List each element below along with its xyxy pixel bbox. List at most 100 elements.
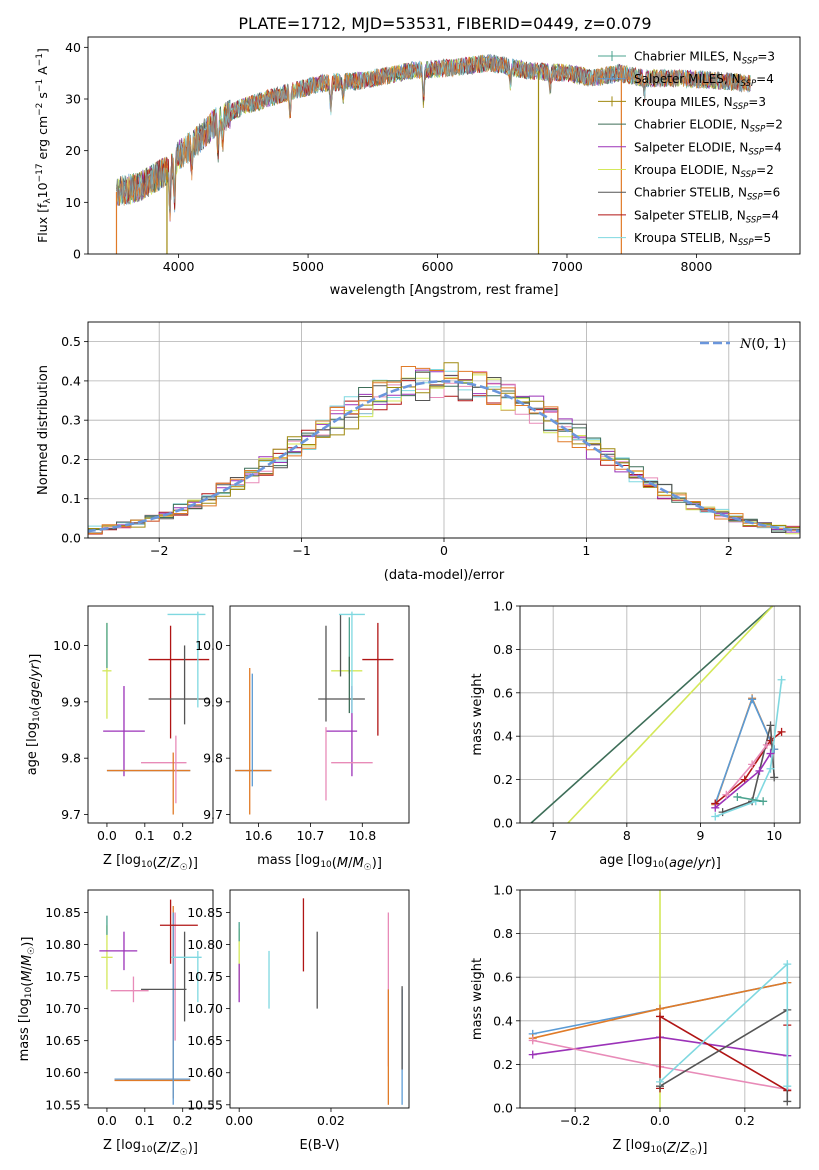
x-tick-label: 0.2: [173, 828, 193, 843]
legend-label: Chabrier MILES, NSSP=3: [634, 50, 775, 67]
y-tick-label: 0.4: [493, 1013, 513, 1028]
y-tick-label: 0.6: [493, 970, 513, 985]
y-tick-label: 9.9: [203, 694, 223, 709]
y-tick-label: 9.8: [203, 751, 223, 766]
ebv_mass-xlabel: E(B-V): [299, 1138, 339, 1153]
weight-series: [567, 606, 774, 823]
x-tick-label: 1: [582, 543, 590, 558]
y-tick-label: 10.80: [187, 937, 223, 952]
ebv_mass-axes: 0.00 0.02 10.55 10.60 10.65 10.70 10.75 10.80 10…: [187, 905, 345, 1128]
legend-label: Salpeter MILES, NSSP=4: [634, 72, 774, 89]
legend-label: Kroupa ELODIE, NSSP=2: [634, 163, 774, 180]
x-tick-label: 9: [697, 828, 705, 843]
figure-title: PLATE=1712, MJD=53531, FIBERID=0449, z=0…: [238, 14, 651, 33]
x-tick-label: 4000: [163, 259, 195, 274]
z_age-ylabel: age [log10(age/yr)]: [25, 654, 43, 776]
weight-marker: [711, 812, 720, 821]
z_mass-axes: 0.0 0.1 0.2 10.55 10.60 10.65 10.70 10.75 10.80 1…: [45, 905, 192, 1128]
y-tick-label: 10.65: [187, 1033, 223, 1048]
x-tick-label: 0.1: [135, 1113, 155, 1128]
ebv_mass-errorbars: [238, 898, 403, 1105]
weight-marker: [770, 773, 779, 782]
residuals-ylabel: Normed distribution: [36, 365, 51, 495]
y-tick-label: 0.8: [493, 642, 513, 657]
x-tick-label: 0.1: [135, 828, 155, 843]
spectrum-legend: Chabrier MILES, NSSP=3 Salpeter MILES, NS…: [598, 50, 783, 248]
y-tick-label: 0.2: [61, 452, 81, 467]
y-tick-label: 0: [73, 247, 81, 262]
x-tick-label: 0.2: [735, 1113, 755, 1128]
z_age-errorbars: [102, 611, 210, 815]
spectrum-series: [116, 56, 751, 210]
weight-series: [714, 695, 775, 805]
legend-label: Salpeter STELIB, NSSP=4: [634, 208, 779, 225]
weight-marker: [711, 803, 720, 812]
ebv_mass-frame: [229, 889, 410, 1109]
weight-series: [715, 679, 783, 818]
legend-label: Chabrier ELODIE, NSSP=2: [634, 118, 783, 135]
x-tick-label: 0: [440, 543, 448, 558]
weight-marker: [656, 1012, 664, 1021]
legend-label: Kroupa MILES, NSSP=3: [634, 95, 766, 112]
weight-marker: [777, 675, 786, 684]
y-tick-label: 10.70: [45, 1001, 81, 1016]
weight-series: [737, 796, 764, 803]
y-tick-label: 1.0: [493, 599, 513, 614]
age_weight-axes: 7 8 9 10 0.0 0.2 0.4 0.6 0.8 1.0: [493, 599, 800, 843]
y-tick-label: 0.4: [493, 729, 513, 744]
weight-series: [714, 697, 775, 804]
y-tick-label: 0.6: [493, 685, 513, 700]
z_age-axes: 0.0 0.1 0.2 9.7 9.8 9.9 10.0: [53, 638, 192, 843]
y-tick-label: 30: [65, 92, 81, 107]
y-tick-label: 0.0: [61, 531, 81, 546]
mass_age-xlabel: mass [log10(M/M☉)]: [257, 853, 382, 873]
y-tick-label: 10.0: [195, 638, 223, 653]
weight-marker: [777, 727, 786, 736]
weight-marker: [656, 1004, 664, 1013]
y-tick-label: 10.60: [187, 1065, 223, 1080]
z_weight-axes: −0.2 0.0 0.2 0.0 0.2 0.4 0.6 0.8 1.0: [493, 883, 800, 1128]
x-tick-label: 0.00: [225, 1113, 253, 1128]
y-tick-label: 0.0: [493, 816, 513, 831]
y-tick-label: 10.75: [45, 969, 81, 984]
y-tick-label: 0.5: [61, 334, 81, 349]
weight-marker: [766, 764, 775, 773]
legend-label: Chabrier STELIB, NSSP=6: [634, 186, 780, 203]
y-tick-label: 0.8: [493, 926, 513, 941]
age_weight-ylabel: mass weight: [470, 673, 485, 755]
age_weight-lines: [530, 606, 786, 823]
x-tick-label: −0.2: [560, 1113, 590, 1128]
y-tick-label: 9.7: [203, 807, 223, 822]
legend-label: Kroupa STELIB, NSSP=5: [634, 231, 771, 248]
z_weight-frame: [519, 889, 801, 1109]
z_mass-xlabel: Z [log10(Z/Z☉)]: [103, 1138, 198, 1158]
mass_age-axes: 10.6 10.7 10.8 9.7 9.8 9.9 10.0: [195, 638, 376, 843]
y-tick-label: 20: [65, 143, 81, 158]
x-tick-label: 10.6: [245, 828, 273, 843]
y-tick-label: 10.0: [53, 638, 81, 653]
weight-marker: [656, 1077, 664, 1086]
x-tick-label: 0.0: [97, 828, 117, 843]
residuals-xlabel: (data-model)/error: [384, 568, 505, 583]
y-tick-label: 10.55: [187, 1097, 223, 1112]
spectrum-series: [116, 53, 751, 211]
x-tick-label: 2: [725, 543, 733, 558]
x-tick-label: 7000: [551, 259, 583, 274]
weight-marker: [722, 790, 731, 799]
weight-marker: [766, 736, 775, 745]
residual-histograms: [88, 362, 800, 537]
y-tick-label: 40: [65, 40, 81, 55]
y-tick-label: 10.60: [45, 1065, 81, 1080]
y-tick-label: 10.80: [45, 937, 81, 952]
age_weight-frame: [519, 605, 801, 824]
y-tick-label: 1.0: [493, 883, 513, 898]
spectrum-lines: [115, 53, 751, 254]
gaussian-legend-label: N(0, 1): [739, 337, 786, 352]
gaussian-curve: [88, 379, 800, 533]
y-tick-label: 10.85: [45, 905, 81, 920]
spectrum-xlabel: wavelength [Angstrom, rest frame]: [330, 283, 559, 298]
z_weight-lines: [528, 890, 792, 1108]
weight-marker: [748, 695, 757, 704]
spectrum-axes: 4000 5000 6000 7000 8000 0 10 20 30 40: [65, 40, 712, 274]
z_mass-ylabel: mass [log10(M/M☉)]: [17, 937, 37, 1062]
